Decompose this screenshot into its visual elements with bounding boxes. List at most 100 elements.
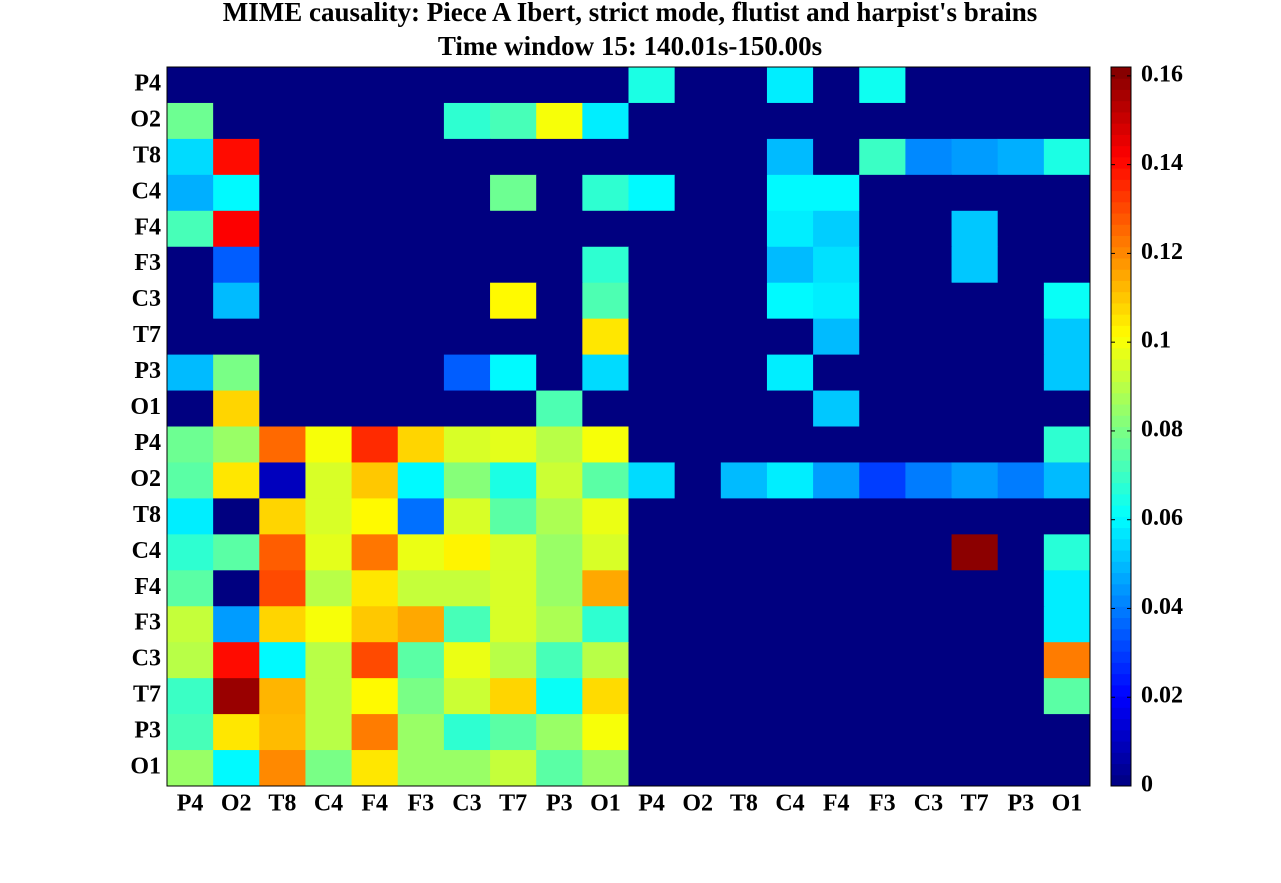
heat-cell bbox=[167, 426, 214, 463]
heat-cell bbox=[259, 498, 306, 535]
heat-cell bbox=[1043, 174, 1091, 212]
heat-cell bbox=[859, 462, 906, 499]
y-tick-label: P3 bbox=[134, 718, 161, 744]
heat-cell bbox=[582, 426, 629, 463]
heat-cell bbox=[905, 138, 953, 176]
colorbar-segment bbox=[1111, 67, 1131, 79]
heat-cell bbox=[397, 354, 445, 392]
heat-cell bbox=[1043, 462, 1091, 499]
heat-cell bbox=[674, 426, 722, 463]
heat-cell bbox=[536, 570, 583, 607]
heat-cell bbox=[997, 210, 1045, 248]
heat-cell bbox=[351, 426, 399, 463]
heat-cell bbox=[490, 390, 537, 427]
heat-cell bbox=[490, 498, 537, 535]
heat-cell bbox=[766, 174, 814, 212]
heat-cell bbox=[536, 174, 583, 212]
heat-cell bbox=[397, 426, 445, 463]
colorbar-segment bbox=[1111, 482, 1131, 495]
heat-cell bbox=[582, 102, 629, 140]
heat-cell bbox=[259, 534, 306, 571]
colorbar-segment bbox=[1111, 628, 1131, 641]
colorbar-segment bbox=[1111, 639, 1131, 652]
heat-cell bbox=[536, 462, 583, 499]
heat-cell bbox=[766, 318, 814, 356]
heat-cell bbox=[582, 354, 629, 392]
heat-cell bbox=[766, 246, 814, 284]
heat-cell bbox=[167, 678, 214, 715]
heat-cell bbox=[1043, 678, 1091, 715]
heat-cell bbox=[905, 210, 953, 248]
heat-cell bbox=[536, 67, 583, 104]
heat-cell bbox=[813, 642, 860, 679]
heat-cell bbox=[766, 426, 814, 463]
heat-cell bbox=[167, 570, 214, 607]
heat-cell bbox=[259, 174, 306, 212]
heat-cell bbox=[582, 750, 629, 787]
heat-cell bbox=[766, 67, 814, 104]
heat-cell bbox=[351, 462, 399, 499]
colorbar-segment bbox=[1111, 460, 1131, 472]
heat-cell bbox=[213, 714, 260, 751]
heat-cell bbox=[351, 138, 399, 176]
heat-cell bbox=[582, 570, 629, 607]
heat-cell bbox=[490, 426, 537, 463]
heat-cell bbox=[813, 282, 860, 320]
heat-cell bbox=[490, 462, 537, 499]
x-tick-label: O2 bbox=[682, 791, 713, 817]
heat-cell bbox=[905, 462, 953, 499]
colorbar-segment bbox=[1111, 505, 1131, 517]
heat-cell bbox=[490, 606, 537, 643]
heat-cell bbox=[259, 138, 306, 176]
heat-cell bbox=[813, 354, 860, 392]
x-tick-label: O1 bbox=[1052, 791, 1083, 817]
heat-cell bbox=[397, 67, 445, 104]
heat-cell bbox=[213, 498, 260, 535]
colorbar-segment bbox=[1111, 684, 1131, 697]
heat-cell bbox=[951, 642, 999, 679]
heat-cell bbox=[951, 102, 999, 140]
colorbar-segment bbox=[1111, 269, 1131, 281]
heat-cell bbox=[582, 534, 629, 571]
heat-cell bbox=[813, 498, 860, 535]
heat-cell bbox=[813, 138, 860, 176]
heat-cell bbox=[490, 282, 537, 320]
heat-cell bbox=[490, 642, 537, 679]
heat-cell bbox=[582, 606, 629, 643]
colorbar-segment bbox=[1111, 763, 1131, 776]
x-tick-label: C4 bbox=[314, 791, 343, 817]
x-tick-label: T7 bbox=[961, 791, 989, 817]
heat-cell bbox=[674, 570, 722, 607]
heat-cell bbox=[1043, 210, 1091, 248]
colorbar-segment bbox=[1111, 168, 1131, 180]
heat-cell bbox=[351, 498, 399, 535]
heat-cell bbox=[859, 570, 906, 607]
heat-cell bbox=[536, 102, 583, 140]
heat-cell bbox=[443, 210, 491, 248]
heat-cell bbox=[628, 174, 676, 212]
heat-cell bbox=[305, 102, 353, 140]
heat-cell bbox=[813, 714, 860, 751]
heat-cell bbox=[443, 642, 491, 679]
heat-cell bbox=[628, 714, 676, 751]
colorbar-segment bbox=[1111, 325, 1131, 338]
heat-cell bbox=[628, 462, 676, 499]
heat-cell bbox=[628, 606, 676, 643]
heat-cell bbox=[905, 570, 953, 607]
colorbar-segment bbox=[1111, 707, 1131, 720]
heat-cell bbox=[905, 498, 953, 535]
heat-cell bbox=[213, 138, 260, 176]
colorbar-tick-label: 0.12 bbox=[1141, 239, 1183, 265]
heat-cell bbox=[167, 606, 214, 643]
heat-cell bbox=[997, 462, 1045, 499]
heat-cell bbox=[213, 462, 260, 499]
heat-cell bbox=[951, 174, 999, 212]
heat-cell bbox=[905, 354, 953, 392]
heat-cell bbox=[905, 426, 953, 463]
heat-cell bbox=[628, 318, 676, 356]
heat-cell bbox=[905, 67, 953, 104]
heat-cell bbox=[766, 606, 814, 643]
x-tick-label: O2 bbox=[221, 791, 252, 817]
heat-cell bbox=[213, 354, 260, 392]
heat-cell bbox=[443, 678, 491, 715]
